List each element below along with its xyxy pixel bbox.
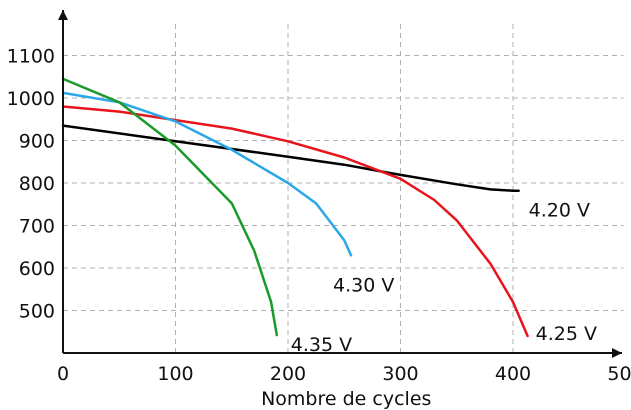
grid: [63, 21, 624, 353]
y-tick-label: 700: [19, 216, 55, 238]
x-tick-label: 200: [270, 363, 306, 385]
y-tick-label: 1100: [7, 46, 55, 68]
series-labels: 4.20 V 4.25 V 4.30 V 4.35 V: [291, 200, 597, 357]
x-axis-title: Nombre de cycles: [261, 388, 431, 410]
series-line-4-25-v: [61, 105, 529, 338]
series-label-4-35-v: 4.35 V: [291, 334, 352, 356]
x-tick-label: 500: [607, 363, 631, 385]
y-tick-label: 600: [19, 258, 55, 280]
series-label-4-25-v: 4.25 V: [536, 323, 597, 345]
series-line-4-35-v: [61, 77, 279, 337]
y-tick-label: 1000: [7, 88, 55, 110]
x-tick-label: 300: [382, 363, 418, 385]
axes: [58, 10, 622, 358]
tick-labels: 0 100 200 300 400 500 500 600 700 800 900 1000 1100: [7, 46, 631, 386]
series-line-4-30-v: [61, 91, 353, 257]
x-tick-label: 0: [57, 363, 69, 385]
x-tick-label: 400: [495, 363, 531, 385]
x-tick-label: 100: [157, 363, 193, 385]
series-label-4-30-v: 4.30 V: [333, 274, 394, 296]
series-label-4-20-v: 4.20 V: [529, 200, 590, 222]
series-lines: [61, 77, 529, 338]
y-tick-label: 500: [19, 301, 55, 323]
y-tick-label: 900: [19, 131, 55, 153]
y-tick-label: 800: [19, 173, 55, 195]
series-line-4-20-v: [61, 124, 520, 192]
